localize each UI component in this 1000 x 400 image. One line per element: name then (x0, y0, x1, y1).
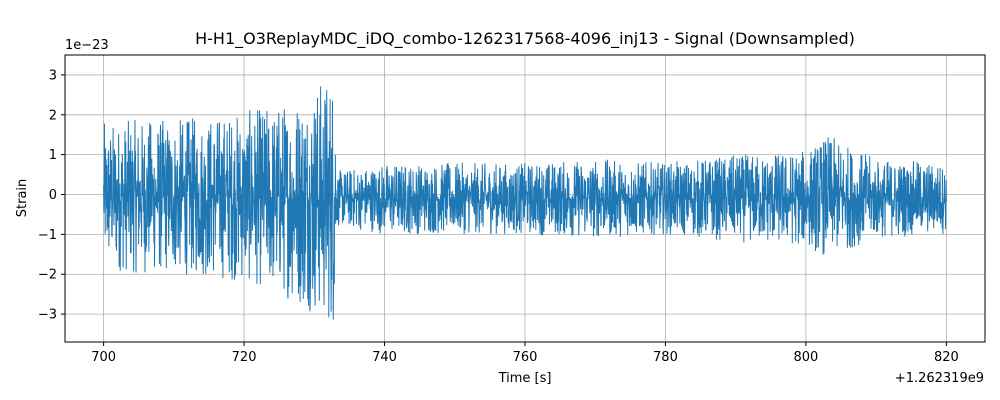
y-tick-label: 3 (49, 68, 57, 83)
y-tick-label: 2 (49, 108, 57, 123)
x-tick-label: 700 (91, 350, 116, 365)
x-tick-label: 800 (794, 350, 819, 365)
signal-line (103, 86, 947, 320)
x-tick-label: 740 (372, 350, 397, 365)
y-scale-offset-label: 1e−23 (65, 38, 109, 53)
x-axis-offset-label: +1.262319e9 (895, 371, 984, 386)
x-axis-label: Time [s] (498, 371, 552, 386)
y-tick-label: −1 (38, 228, 57, 243)
y-tick-label: 0 (49, 188, 57, 203)
y-tick-label: −2 (38, 268, 57, 283)
y-tick-label: −3 (38, 308, 57, 323)
x-tick-label: 760 (513, 350, 538, 365)
chart-title: H-H1_O3ReplayMDC_iDQ_combo-1262317568-40… (195, 29, 855, 49)
signal-layer (103, 86, 947, 320)
y-tick-label: 1 (49, 148, 57, 163)
x-tick-label: 820 (934, 350, 959, 365)
tick-layer: 700 720 740 760 780 800 820 −3 −2 −1 0 1 2 3 (38, 68, 959, 365)
x-tick-label: 720 (232, 350, 257, 365)
x-tick-label: 780 (653, 350, 678, 365)
y-axis-label: Strain (15, 179, 30, 218)
